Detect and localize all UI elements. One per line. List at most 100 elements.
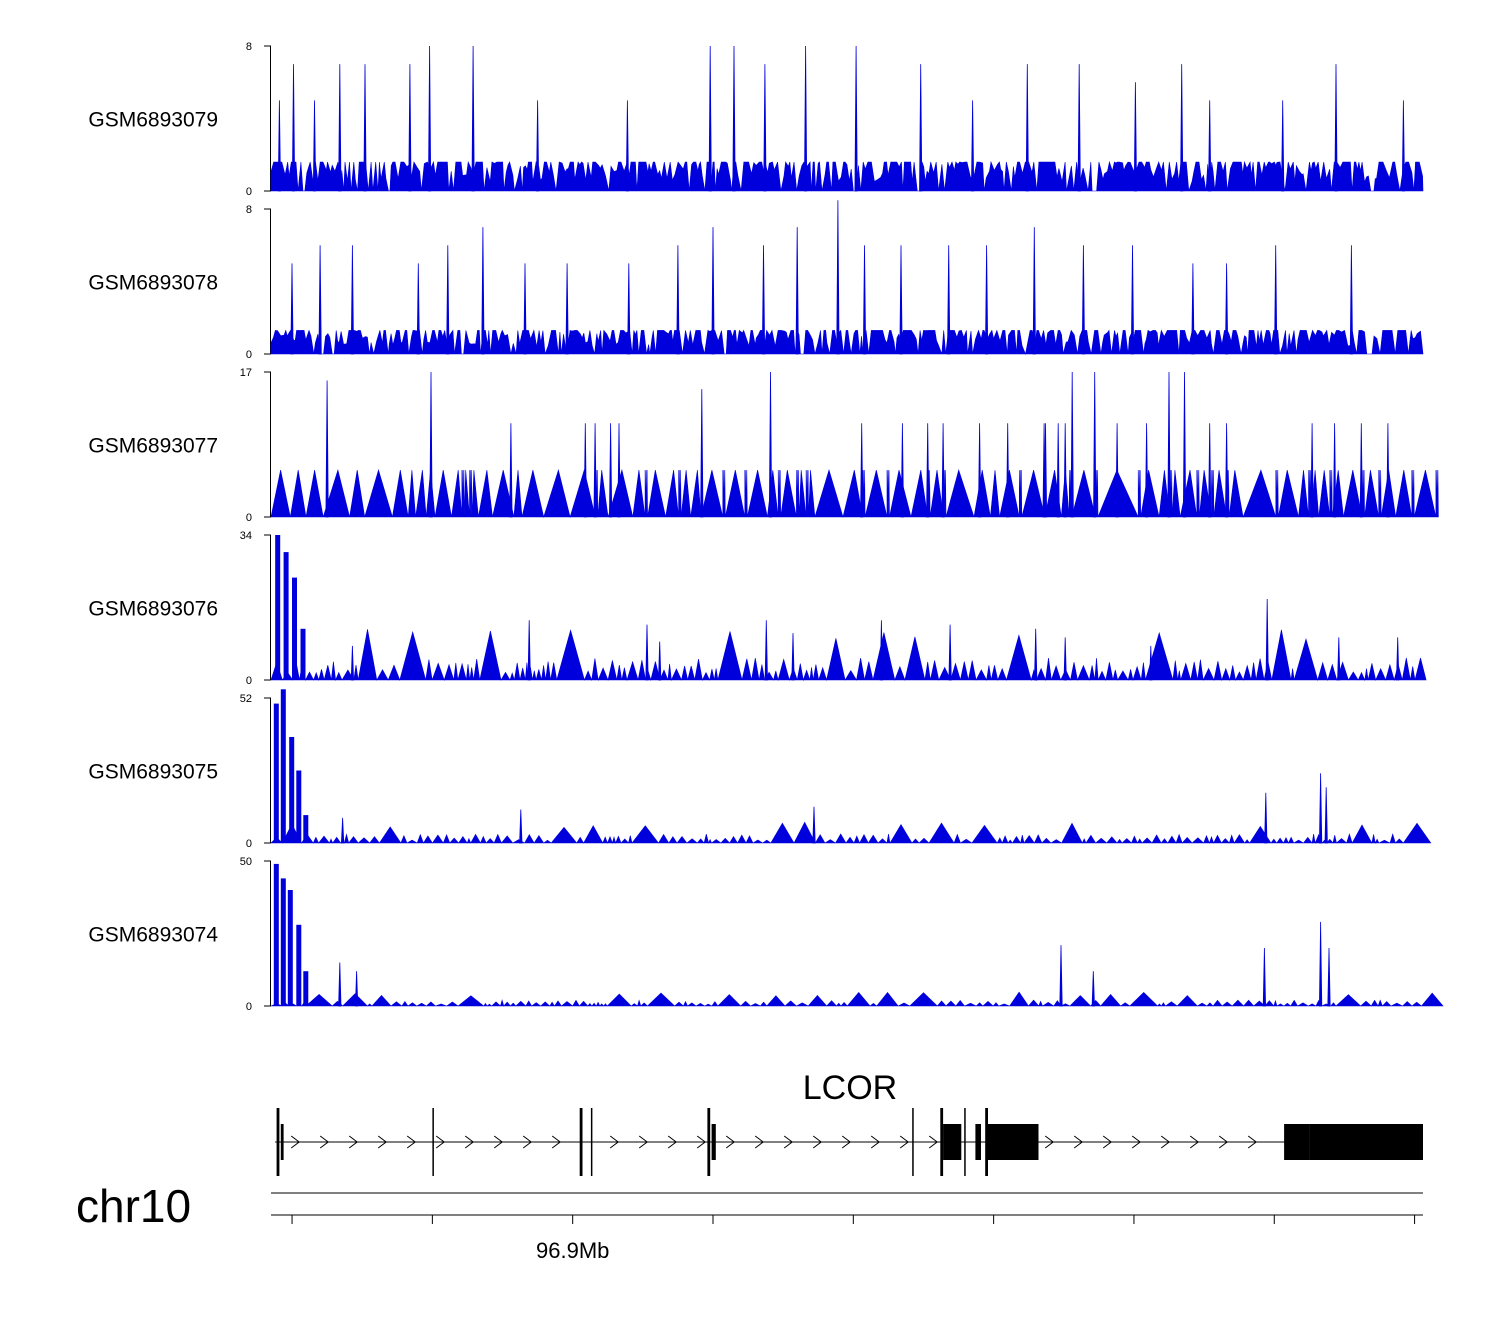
signal-block (283, 552, 289, 680)
track-name-label: GSM6893079 (88, 109, 218, 132)
signal-peak (608, 423, 613, 518)
gene-exon (1284, 1124, 1310, 1160)
gene-exon (276, 1108, 280, 1176)
signal-peak (1034, 628, 1038, 681)
chromosome-label: chr10 (76, 1180, 191, 1232)
signal-peak (764, 620, 768, 681)
strand-arrow-icon (435, 1135, 446, 1149)
signal-block (296, 770, 302, 843)
signal-peak (1091, 971, 1095, 1007)
signal-peak (1337, 637, 1341, 681)
signal-peak (1059, 945, 1063, 1007)
strand-arrow-icon (464, 1135, 475, 1149)
signal-peak (803, 45, 808, 192)
y-min-label: 0 (246, 1001, 252, 1013)
strand-arrow-icon (870, 1135, 881, 1149)
signal-peak (676, 245, 680, 355)
signal-peak (523, 263, 527, 355)
gene-exon (432, 1108, 434, 1176)
signal-peak (1070, 371, 1074, 518)
signal-peak (761, 245, 766, 355)
strand-arrow-icon (841, 1135, 852, 1149)
gene-exon (711, 1124, 716, 1160)
signal-peak (1056, 423, 1060, 518)
signal-peak (1133, 82, 1138, 192)
signal-peak (763, 64, 767, 192)
strand-arrow-icon (290, 1135, 301, 1149)
signal-block (303, 815, 309, 843)
signal-peak (1274, 245, 1278, 355)
signal-peak (1318, 773, 1323, 844)
strand-arrow-icon (928, 1135, 939, 1149)
signal-peak (565, 263, 569, 355)
strand-arrow-icon (493, 1135, 504, 1149)
signal-peak (862, 245, 867, 355)
signal-peak (593, 423, 597, 518)
signal-peak (350, 245, 355, 355)
signal-background-area (270, 991, 1444, 1007)
signal-peak (708, 45, 712, 192)
signal-peak (277, 100, 282, 192)
signal-peak (1386, 423, 1390, 518)
signal-peak (1191, 263, 1195, 355)
signal-peak (854, 45, 858, 192)
strand-arrow-icon (725, 1135, 736, 1149)
strand-arrow-icon (638, 1135, 649, 1149)
signal-peak (312, 100, 317, 192)
strand-arrow-icon (609, 1135, 620, 1149)
strand-arrow-icon (348, 1135, 359, 1149)
gene-exon (1309, 1124, 1423, 1160)
signal-peak (700, 389, 704, 518)
gene-exon (964, 1108, 966, 1176)
strand-arrow-icon (319, 1135, 330, 1149)
signal-peak (970, 100, 975, 192)
signal-peak (363, 64, 367, 192)
signal-peak (1224, 263, 1229, 355)
gene-name-label: LCOR (803, 1069, 897, 1107)
signal-peak (1349, 245, 1354, 355)
track-name-label: GSM6893074 (88, 924, 218, 947)
signal-peak (1281, 100, 1285, 192)
signal-peak (1324, 787, 1328, 844)
gene-exon (579, 1108, 583, 1176)
signal-peak (340, 817, 345, 844)
signal-peak (791, 633, 795, 681)
signal-peak (900, 423, 905, 518)
signal-peak (291, 64, 296, 192)
gene-exon (943, 1124, 962, 1160)
track-GSM6893077: 17 0 GSM6893077 (88, 367, 1439, 524)
gene-exon (975, 1124, 981, 1160)
signal-peak (1167, 371, 1171, 518)
signal-peak (350, 645, 355, 681)
gene-exon (985, 1108, 988, 1176)
strand-arrow-icon (1073, 1135, 1084, 1149)
signal-peak (446, 245, 450, 355)
signal-peak (1063, 423, 1067, 518)
signal-peak (318, 245, 322, 355)
track-name-label: GSM6893078 (88, 272, 218, 295)
signal-block (289, 737, 295, 843)
signal-block (273, 703, 279, 843)
signal-peak (1332, 423, 1337, 518)
y-min-label: 0 (246, 675, 252, 687)
signal-peak (527, 620, 531, 681)
signal-peak (1264, 792, 1268, 844)
signal-peak (732, 45, 736, 192)
signal-peak (1334, 64, 1338, 192)
signal-block (275, 535, 281, 680)
signal-peak (1006, 423, 1010, 518)
y-min-label: 0 (246, 512, 252, 524)
signal-peak (471, 45, 475, 192)
strand-arrow-icon (1247, 1135, 1258, 1149)
signal-block (280, 878, 286, 1006)
strand-arrow-icon (696, 1135, 707, 1149)
strand-arrow-icon (1189, 1135, 1200, 1149)
strand-arrow-icon (812, 1135, 823, 1149)
signal-peak (879, 620, 884, 681)
signal-peak (658, 641, 662, 681)
signal-peak (977, 423, 982, 518)
signal-peak (1115, 423, 1119, 518)
signal-block (287, 890, 293, 1006)
gene-exon (940, 1108, 944, 1176)
signal-peak (1063, 637, 1067, 681)
